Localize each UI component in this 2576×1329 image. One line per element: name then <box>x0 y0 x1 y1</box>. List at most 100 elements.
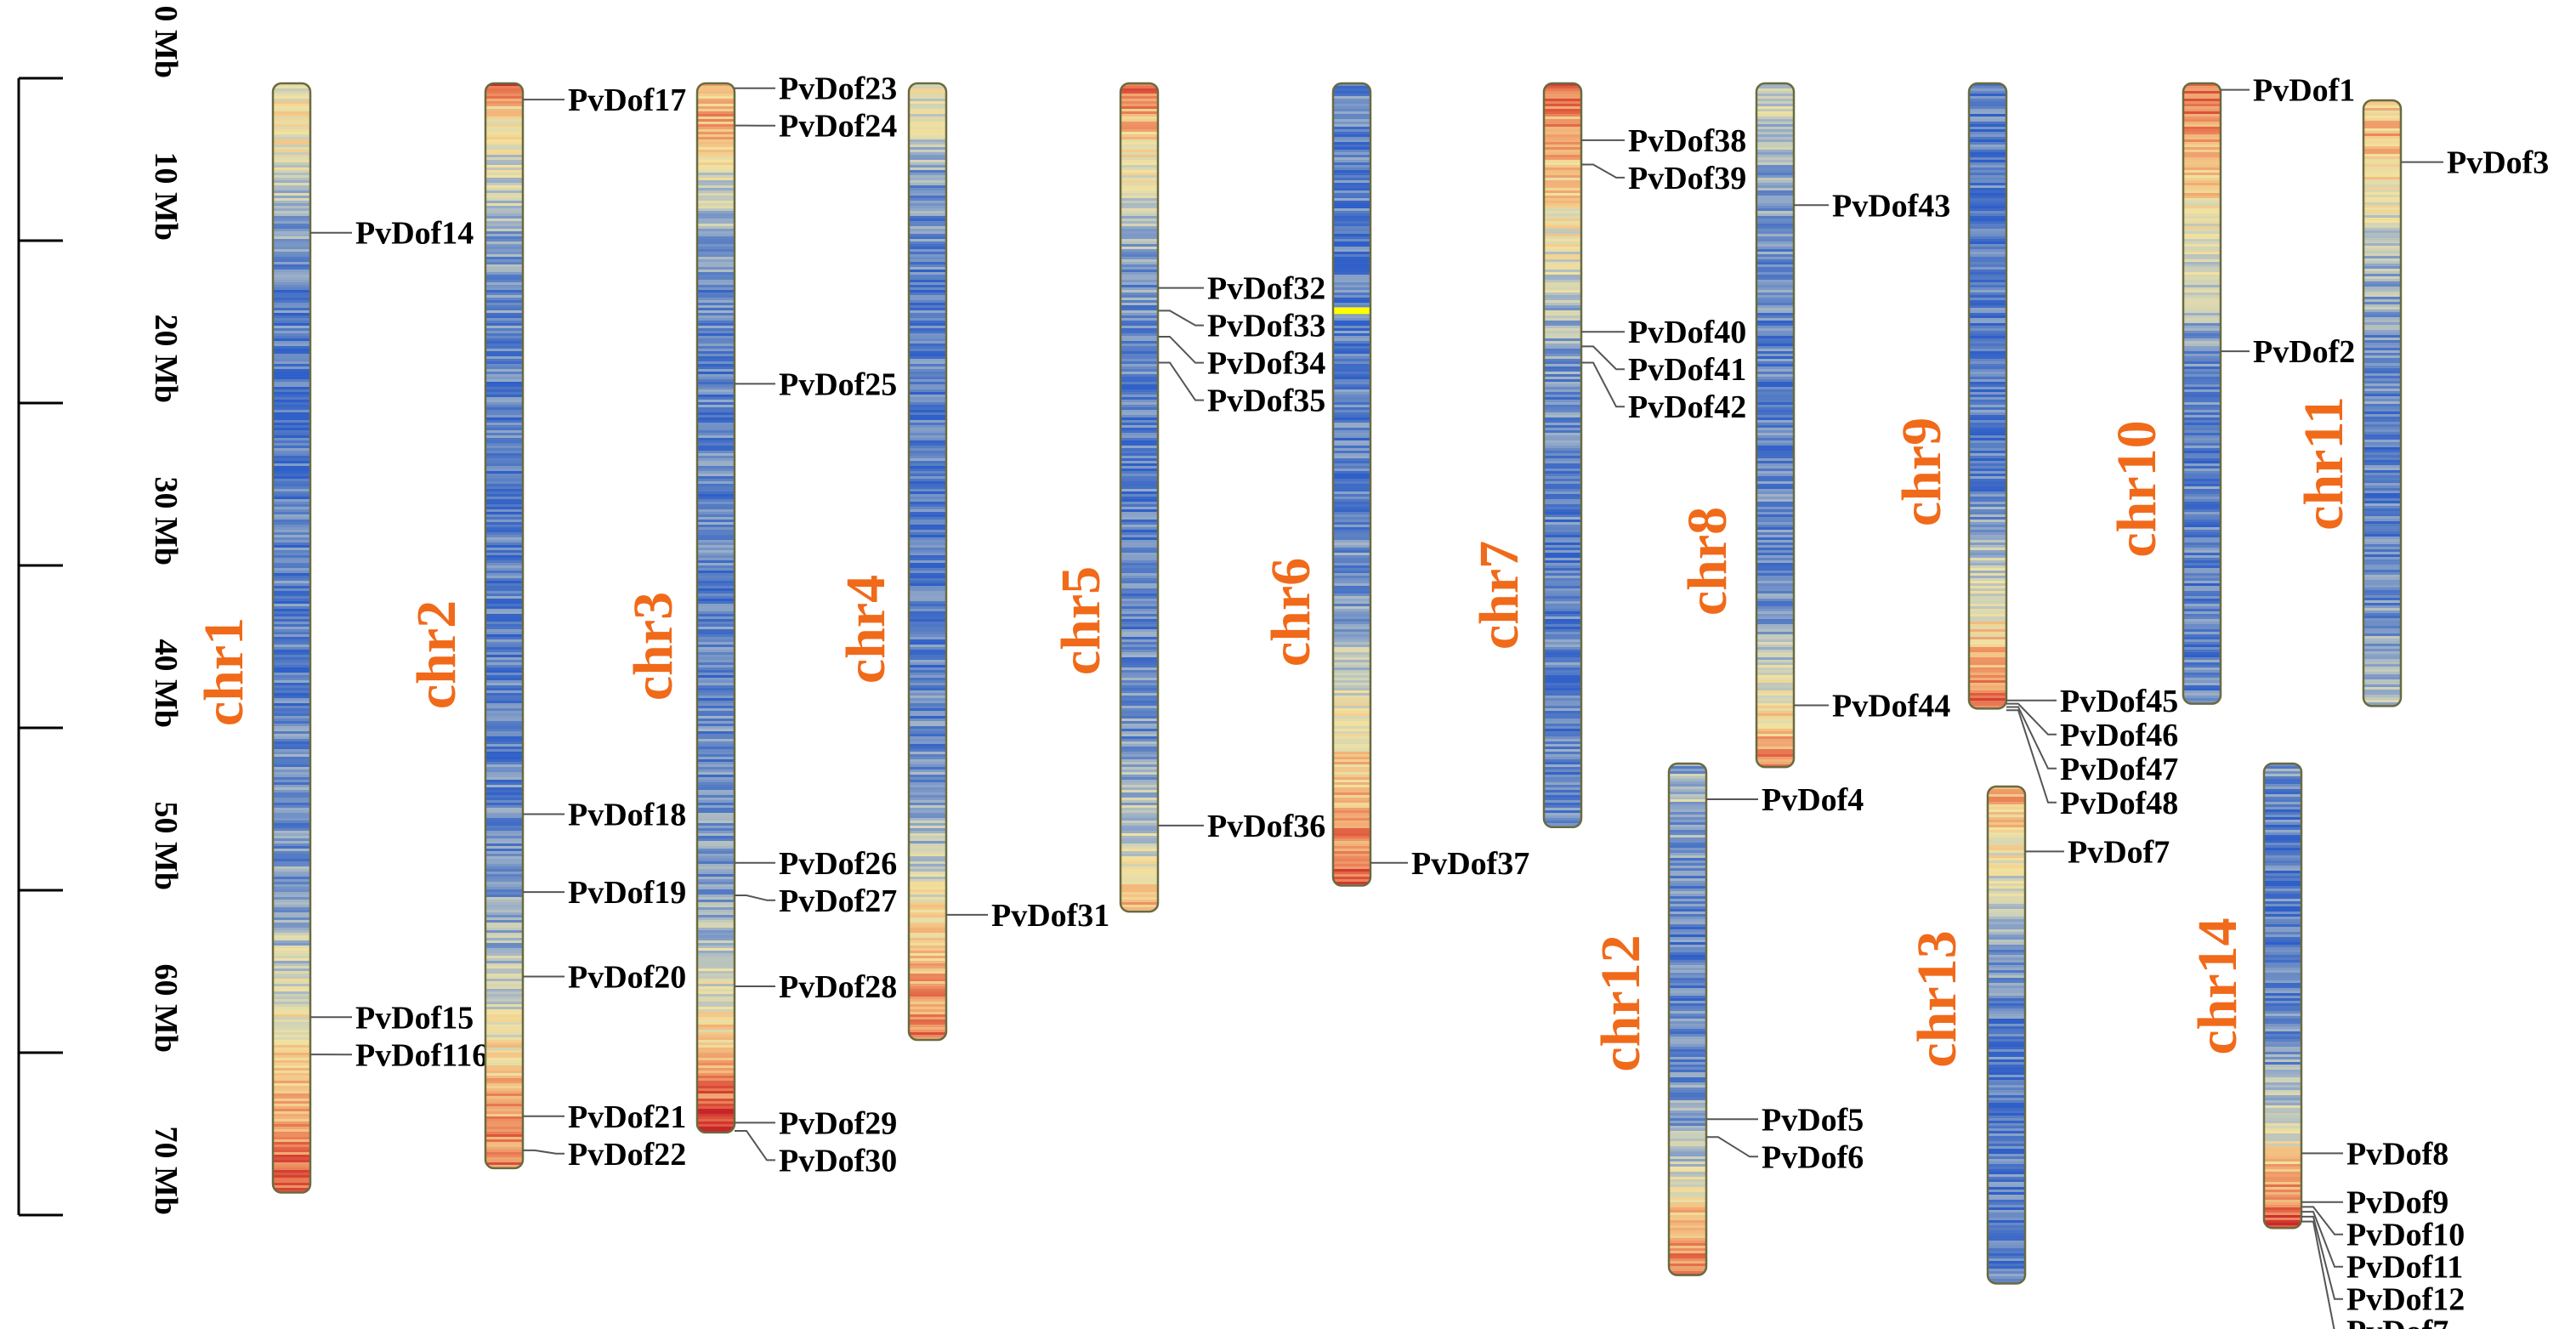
density-band <box>909 576 946 579</box>
density-band <box>2264 983 2301 986</box>
density-band <box>1544 83 1581 87</box>
density-band <box>2363 623 2401 627</box>
gene-label: PvDof27 <box>779 883 897 919</box>
density-band <box>2183 83 2221 87</box>
density-band <box>273 1116 310 1120</box>
density-band <box>697 754 735 758</box>
gene-leader-line <box>2301 1215 2343 1300</box>
density-band <box>2264 1110 2301 1114</box>
density-band <box>1756 469 1794 472</box>
density-band <box>697 752 735 755</box>
density-band <box>697 655 735 658</box>
density-band <box>1969 313 2006 316</box>
density-band <box>909 124 946 128</box>
density-band <box>2264 1006 2301 1009</box>
density-band <box>1669 924 1706 928</box>
density-band <box>2183 571 2221 574</box>
density-band <box>273 565 310 569</box>
density-band <box>1333 456 1370 459</box>
density-band <box>2264 1223 2301 1226</box>
density-band <box>1756 178 1794 181</box>
density-band <box>2363 126 2401 129</box>
density-band <box>1669 781 1706 785</box>
density-band <box>2363 406 2401 410</box>
density-band <box>1333 576 1370 579</box>
density-band <box>1756 747 1794 750</box>
density-band <box>2363 552 2401 555</box>
density-band <box>697 155 735 158</box>
density-band <box>1121 701 1158 704</box>
density-band <box>697 1065 735 1069</box>
density-band <box>1544 716 1581 719</box>
density-band <box>273 874 310 877</box>
density-band <box>2264 1072 2301 1076</box>
density-band <box>1544 173 1581 176</box>
density-band <box>1988 827 2025 831</box>
density-band <box>909 586 946 589</box>
density-band <box>1333 247 1370 250</box>
gene-label: PvDof24 <box>779 109 897 145</box>
density-band <box>1988 1223 2025 1226</box>
density-band <box>1756 96 1794 99</box>
density-band <box>1969 91 2006 94</box>
density-band <box>909 372 946 375</box>
density-band <box>1544 696 1581 699</box>
density-band <box>1121 275 1158 278</box>
density-band <box>697 389 735 393</box>
density-band <box>1333 119 1370 122</box>
density-band <box>1121 193 1158 196</box>
density-band <box>1969 211 2006 214</box>
density-band <box>1333 693 1370 696</box>
density-band <box>1756 637 1794 640</box>
density-band <box>909 435 946 439</box>
density-band <box>1756 83 1794 87</box>
density-band <box>485 923 523 926</box>
density-band <box>1333 662 1370 666</box>
density-band <box>2183 657 2221 661</box>
density-band <box>2264 1210 2301 1213</box>
density-band <box>2183 471 2221 474</box>
density-band <box>1544 387 1581 390</box>
density-band <box>1669 1001 1706 1004</box>
density-band <box>1988 1026 2025 1030</box>
density-band <box>273 721 310 724</box>
density-band <box>909 971 946 974</box>
density-band <box>697 145 735 148</box>
density-band <box>273 775 310 778</box>
density-band <box>1333 657 1370 661</box>
density-band <box>273 152 310 156</box>
density-band <box>1544 576 1581 579</box>
density-band <box>273 823 310 826</box>
density-band <box>909 387 946 390</box>
density-band <box>1669 855 1706 859</box>
density-band <box>1969 382 2006 385</box>
density-band <box>2363 113 2401 116</box>
density-band <box>1121 591 1158 594</box>
density-band <box>273 930 310 934</box>
density-band <box>273 879 310 883</box>
density-band <box>1121 902 1158 906</box>
density-band <box>1544 234 1581 237</box>
density-band <box>2183 448 2221 452</box>
density-band <box>2264 952 2301 956</box>
density-band <box>1544 351 1581 355</box>
density-band <box>1333 91 1370 94</box>
density-band <box>1669 1136 1706 1139</box>
density-band <box>1333 504 1370 508</box>
density-band <box>909 601 946 605</box>
density-band <box>697 489 735 492</box>
density-band <box>1988 1052 2025 1055</box>
density-band <box>273 708 310 712</box>
density-band <box>2264 1088 2301 1091</box>
density-band <box>909 667 946 671</box>
density-band <box>2363 554 2401 558</box>
density-band <box>2363 514 2401 517</box>
density-band <box>697 1111 735 1115</box>
density-band <box>909 392 946 395</box>
density-band <box>2183 548 2221 551</box>
density-band <box>273 1101 310 1105</box>
density-band <box>273 1144 310 1148</box>
density-band <box>2363 636 2401 639</box>
density-band <box>2363 577 2401 581</box>
density-band <box>697 1106 735 1110</box>
